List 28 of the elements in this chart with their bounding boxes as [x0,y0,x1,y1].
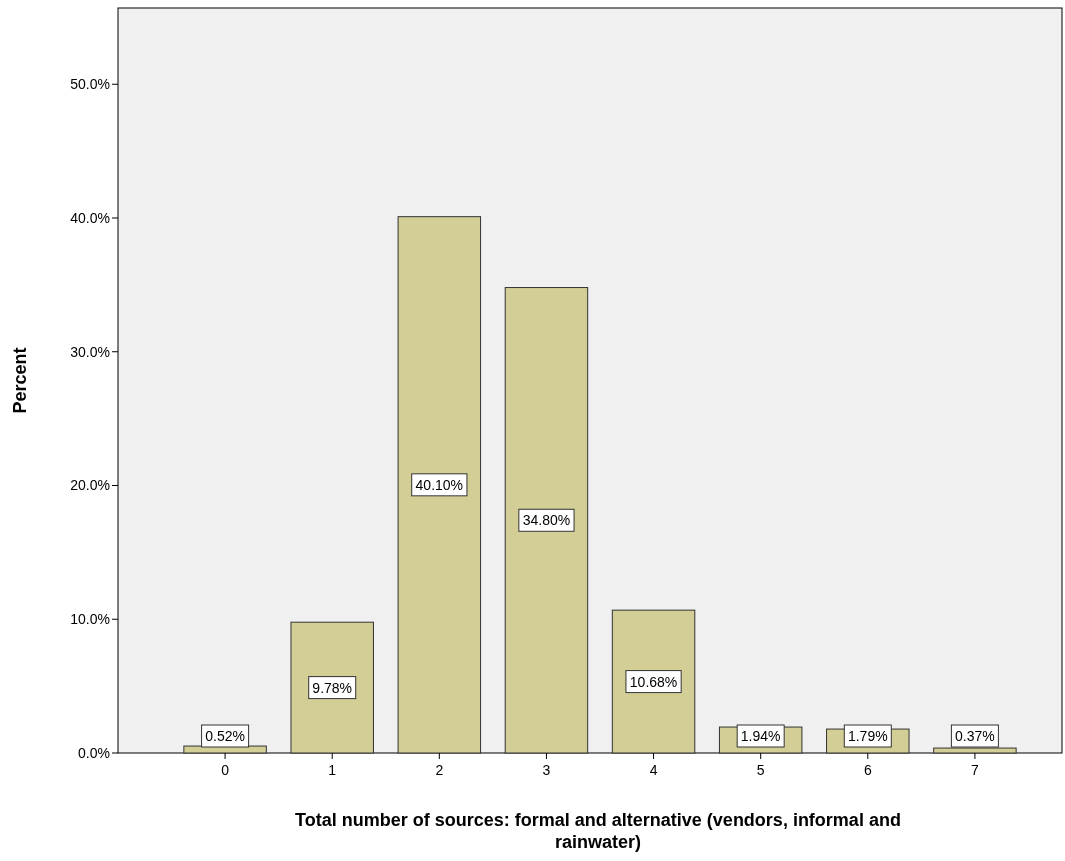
bar [504,287,589,754]
y-tick-label: 30.0% [70,343,110,360]
y-tick-label: 0.0% [78,745,110,761]
data-label: 34.80% [522,512,571,529]
data-label: 0.52% [205,728,245,744]
y-tick-label: 40.0% [70,209,110,226]
bar [290,621,374,754]
data-label: 0.37% [955,728,995,744]
x-tick-label: 7 [971,762,980,778]
data-label: 40.10% [415,476,464,493]
bar [611,609,696,754]
x-tick-label: 3 [542,762,551,778]
x-tick-label: 0 [221,762,230,778]
y-tick-label: 20.0% [70,477,110,494]
x-tick-label: 4 [649,762,658,778]
data-label: 1.79% [847,728,888,744]
data-label: 10.68% [629,673,678,690]
x-axis-title: Total number of sources: formal and alternative (vendors, informal and rainwater) [295,810,901,852]
x-tick-label: 1 [328,762,337,778]
x-tick-label: 6 [863,762,872,778]
bar [397,216,482,754]
y-axis-title: Percent [10,347,30,414]
x-tick-label: 5 [756,762,765,778]
x-tick-label: 2 [435,762,444,778]
data-label: 9.78% [312,679,353,696]
data-label: 1.94% [740,728,781,744]
y-tick-label: 10.0% [70,611,110,628]
y-tick-label: 50.0% [70,76,110,93]
